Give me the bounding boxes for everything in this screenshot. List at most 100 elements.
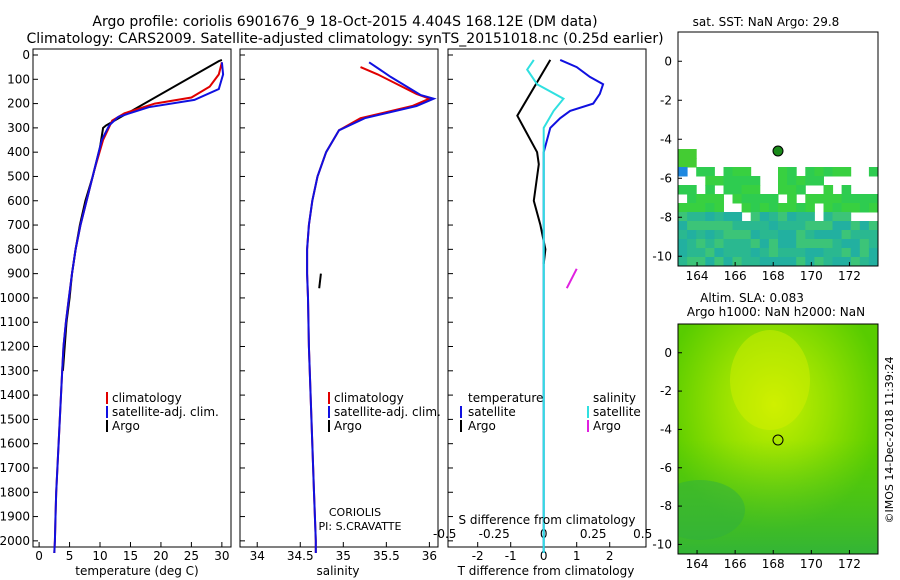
sst-cell [678,185,688,195]
sst-cell [723,176,734,186]
sst-cell [714,194,724,204]
sst-cell [696,221,706,231]
sst-cell [850,239,861,249]
sst-cell [787,167,797,177]
sst-cell [768,257,779,266]
s-diff-tick-label: -0.25 [479,527,510,541]
temperature-panel [32,48,232,548]
sst-cell [741,176,752,186]
map-y-tick-label: -8 [660,210,672,224]
sst-cell [687,149,697,159]
sst-cell [696,194,706,204]
sst-cell [687,248,697,258]
sst-cell [796,185,806,195]
series-climatology [306,66,433,553]
sst-cell [678,257,688,266]
sst-cell [687,212,697,222]
sst-cell [832,248,843,258]
sst-cell [832,257,843,266]
depth-tick-label: 1100 [0,315,30,329]
sst-cell [823,185,834,195]
sla-map-field [678,324,878,554]
sst-cell [778,221,788,231]
legend-label-climatology: climatology [334,391,404,405]
sst-cell [850,248,861,258]
legend-label-s-argo: Argo [593,419,621,433]
depth-tick-label: 400 [7,145,30,159]
sst-cell [778,248,788,258]
sst-cell [687,203,697,213]
sst-cell [732,248,743,258]
sst-cell [787,248,797,258]
sst-cell [796,230,806,240]
sst-cell [832,221,843,231]
sla-high-patch [730,330,810,430]
sst-cell [678,230,688,240]
sst-cell [787,176,797,186]
sst-cell [678,239,688,249]
sst-cell [868,194,878,204]
sst-cell [787,203,797,213]
sst-cell [814,167,824,177]
sst-cell [768,194,779,204]
depth-tick-label: 200 [7,97,30,111]
x-tick-label: 35.5 [373,549,400,563]
sst-cell [696,239,706,249]
sst-cell [741,167,752,177]
sst-cell [750,257,761,266]
sst-cell [814,257,824,266]
x-tick-label: 2 [606,549,614,563]
sst-cell [850,194,861,204]
sst-cell [841,248,852,258]
sst-cell [796,212,806,222]
sst-cell [868,167,878,177]
series-satellite-adj-clim- [306,61,437,553]
map-x-tick-label: 164 [686,557,709,571]
legend-label-argo: Argo [334,419,362,433]
sst-cell [778,212,788,222]
map-x-tick-label: 172 [838,269,861,283]
sst-cell [823,221,834,231]
sst-cell [687,230,697,240]
depth-tick-label: 1200 [0,340,30,354]
map-x-tick-label: 168 [762,557,785,571]
sst-cell [868,230,878,240]
map-y-tick-label: 0 [664,346,672,360]
depth-tick-label: 900 [7,267,30,281]
sst-cell [814,248,824,258]
sst-cell [805,230,815,240]
sla-map-title1: Altim. SLA: 0.083 [700,291,804,305]
credit-text: ©IMOS 14-Dec-2018 11:39:24 [883,357,896,524]
sst-cell [696,167,706,177]
sst-cell [787,230,797,240]
sst-cell [750,194,761,204]
s-diff-tick-label: 0.25 [580,527,607,541]
sst-cell [841,185,852,195]
sst-cell [859,257,870,266]
pi-name: PI: S.CRAVATTE [319,520,402,533]
x-tick-label: 15 [123,549,138,563]
sst-cell [759,257,770,266]
sst-cell [759,212,770,222]
map-y-tick-label: -10 [652,537,672,551]
sst-cell [750,239,761,249]
sst-cell [832,194,843,204]
legend-label-t-argo: Argo [468,419,496,433]
depth-tick-label: 600 [7,194,30,208]
sst-cell [714,203,724,213]
depth-tick-label: 300 [7,121,30,135]
x-tick-label: 0 [540,549,548,563]
sst-cell [859,194,870,204]
sst-cell [850,257,861,266]
sst-cell [814,194,824,204]
sst-cell [705,185,715,195]
sst-cell [778,185,788,195]
temperature-plot: 0 5 10 15 20 25 30 [35,58,230,563]
sst-cell [787,257,797,266]
temperature-legend: climatology satellite-adj. clim. Argo [106,391,219,433]
map-x-tick-label: 168 [762,269,785,283]
pi-institution: CORIOLIS [329,506,381,519]
sst-cell [750,230,761,240]
sst-cell [868,248,878,258]
sst-cell [741,194,752,204]
